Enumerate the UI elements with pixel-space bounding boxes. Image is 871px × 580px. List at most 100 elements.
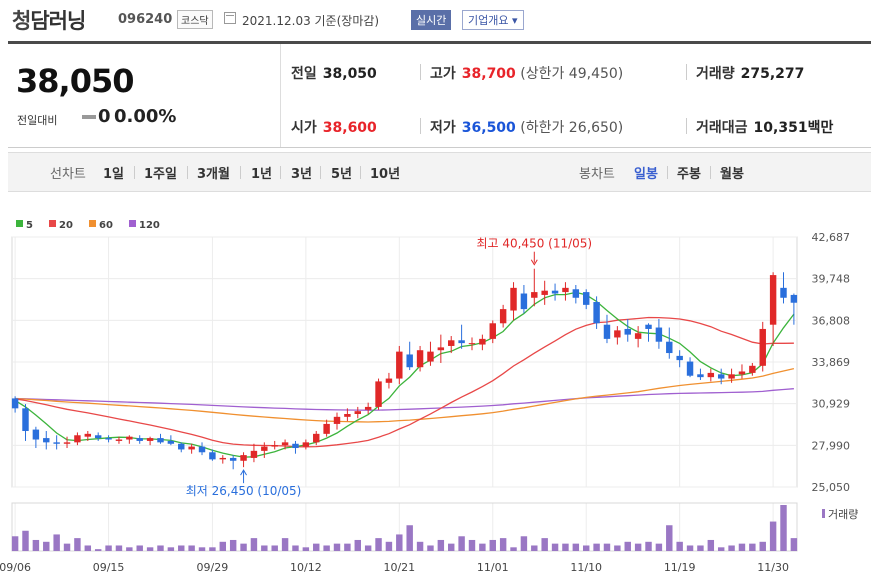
volume-bar bbox=[188, 545, 195, 551]
candle-body bbox=[489, 323, 496, 339]
tab-divider bbox=[280, 166, 281, 179]
candle bbox=[448, 336, 455, 354]
volume-bar bbox=[624, 541, 631, 551]
volume-bar bbox=[437, 539, 445, 551]
candle-body bbox=[126, 436, 133, 440]
volume-bar bbox=[323, 545, 330, 551]
volume-bar bbox=[551, 543, 559, 551]
candle-body bbox=[53, 442, 60, 444]
candle-body bbox=[198, 446, 206, 453]
volume-bar bbox=[250, 538, 258, 551]
candle-body bbox=[697, 374, 704, 378]
tab-weekly[interactable]: 주봉 bbox=[677, 167, 701, 182]
candle-body bbox=[769, 275, 777, 325]
candle bbox=[313, 431, 320, 446]
tab-3m[interactable]: 3개월 bbox=[197, 167, 230, 182]
volume-legend-label: 거래량 bbox=[828, 508, 858, 521]
candle bbox=[333, 412, 341, 430]
candle bbox=[593, 296, 600, 329]
stat-prev-close: 전일 38,050 bbox=[291, 66, 377, 82]
candle-body bbox=[63, 442, 71, 444]
candle bbox=[364, 402, 372, 415]
candle-body bbox=[240, 455, 247, 461]
volume-bar bbox=[94, 549, 102, 551]
tab-divider bbox=[710, 166, 711, 179]
volume-bar bbox=[634, 543, 642, 551]
candle-body bbox=[178, 443, 185, 450]
candle bbox=[510, 282, 517, 321]
candle bbox=[780, 272, 787, 304]
realtime-button[interactable]: 실시간 bbox=[411, 10, 452, 30]
candle bbox=[167, 435, 175, 446]
candle-body bbox=[271, 445, 278, 447]
candle-body bbox=[32, 429, 40, 440]
tab-3y[interactable]: 3년 bbox=[291, 167, 313, 182]
legend-swatch bbox=[129, 220, 136, 227]
candle bbox=[759, 321, 766, 372]
tab-monthly[interactable]: 월봉 bbox=[720, 167, 744, 182]
legend-swatch bbox=[49, 220, 56, 227]
tab-5y[interactable]: 5년 bbox=[331, 167, 353, 182]
candle-body bbox=[427, 351, 434, 362]
candle-body bbox=[780, 287, 787, 298]
candle bbox=[271, 440, 278, 450]
volume-bar bbox=[375, 538, 382, 551]
candle-body bbox=[302, 442, 310, 447]
candle bbox=[666, 327, 673, 359]
volume-bar bbox=[769, 521, 777, 551]
candle bbox=[520, 285, 528, 314]
candle bbox=[261, 442, 268, 458]
candle-body bbox=[707, 372, 715, 378]
volume-bar bbox=[313, 543, 320, 551]
tab-1y[interactable]: 1년 bbox=[251, 167, 273, 182]
legend-swatch bbox=[89, 220, 96, 227]
company-overview-dropdown[interactable]: 기업개요 ▾ bbox=[462, 10, 524, 30]
candle-body bbox=[292, 443, 299, 449]
candle-body bbox=[188, 446, 195, 450]
x-tick-label: 11/19 bbox=[664, 561, 696, 574]
candle-body bbox=[115, 439, 123, 441]
candle-body bbox=[146, 438, 154, 441]
candle bbox=[655, 319, 663, 349]
stat-open: 시가 38,600 bbox=[291, 120, 377, 136]
volume-bar bbox=[531, 545, 538, 551]
x-tick-label: 11/10 bbox=[570, 561, 602, 574]
candle-body bbox=[344, 414, 351, 417]
volume-bar bbox=[198, 547, 206, 551]
candle-body bbox=[364, 406, 372, 410]
candle bbox=[250, 443, 258, 463]
y-tick-label: 27,990 bbox=[812, 439, 851, 452]
candle bbox=[437, 334, 445, 363]
candle bbox=[32, 426, 40, 449]
x-tick-label: 11/30 bbox=[757, 561, 789, 574]
candle bbox=[790, 293, 798, 325]
candle bbox=[396, 345, 403, 385]
market-badge: 코스닥 bbox=[177, 10, 213, 29]
candle bbox=[416, 345, 424, 372]
candle bbox=[468, 337, 476, 351]
candle bbox=[697, 368, 704, 380]
candle-body bbox=[167, 440, 175, 444]
tab-daily[interactable]: 일봉 bbox=[634, 167, 658, 182]
candle-body bbox=[313, 433, 320, 443]
price-change-pct: 0.00% bbox=[114, 106, 177, 127]
x-tick-label: 10/12 bbox=[290, 561, 322, 574]
tab-1w[interactable]: 1주일 bbox=[144, 167, 177, 182]
volume-bar bbox=[520, 536, 528, 551]
candle-body bbox=[281, 442, 289, 446]
y-tick-label: 25,050 bbox=[812, 481, 851, 494]
candle-body bbox=[219, 457, 227, 460]
change-label: 전일대비 bbox=[17, 114, 58, 127]
candle bbox=[11, 396, 19, 413]
stock-code: 096240 bbox=[118, 12, 173, 27]
tab-10y[interactable]: 10년 bbox=[370, 167, 401, 182]
tab-1d[interactable]: 1일 bbox=[103, 167, 125, 182]
volume-bar bbox=[105, 545, 112, 551]
volume-bar bbox=[676, 541, 683, 551]
candle bbox=[115, 436, 123, 444]
volume-bar bbox=[146, 547, 154, 551]
candle-body bbox=[84, 433, 92, 437]
candle bbox=[406, 341, 413, 371]
volume-bar bbox=[582, 545, 590, 551]
stat-high: 고가 38,700 (상한가 49,450) bbox=[430, 66, 624, 82]
